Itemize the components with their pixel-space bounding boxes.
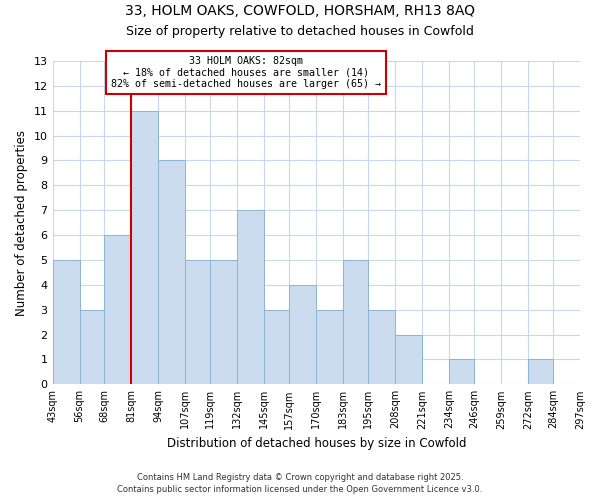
X-axis label: Distribution of detached houses by size in Cowfold: Distribution of detached houses by size … [167,437,466,450]
Bar [131,110,158,384]
Text: 33 HOLM OAKS: 82sqm
← 18% of detached houses are smaller (14)
82% of semi-detach: 33 HOLM OAKS: 82sqm ← 18% of detached ho… [110,56,380,89]
Y-axis label: Number of detached properties: Number of detached properties [15,130,28,316]
Bar [343,260,368,384]
Bar [158,160,185,384]
Bar [104,235,131,384]
Bar [395,334,422,384]
Bar [53,260,80,384]
Bar [528,360,553,384]
Bar [211,260,238,384]
Bar [368,310,395,384]
Bar [185,260,211,384]
Bar [265,310,289,384]
Text: 33, HOLM OAKS, COWFOLD, HORSHAM, RH13 8AQ: 33, HOLM OAKS, COWFOLD, HORSHAM, RH13 8A… [125,4,475,18]
Bar [316,310,343,384]
Text: Size of property relative to detached houses in Cowfold: Size of property relative to detached ho… [126,25,474,38]
Bar [238,210,265,384]
Bar [80,310,104,384]
Bar [449,360,474,384]
Bar [289,285,316,384]
Text: Contains HM Land Registry data © Crown copyright and database right 2025.
Contai: Contains HM Land Registry data © Crown c… [118,473,482,494]
